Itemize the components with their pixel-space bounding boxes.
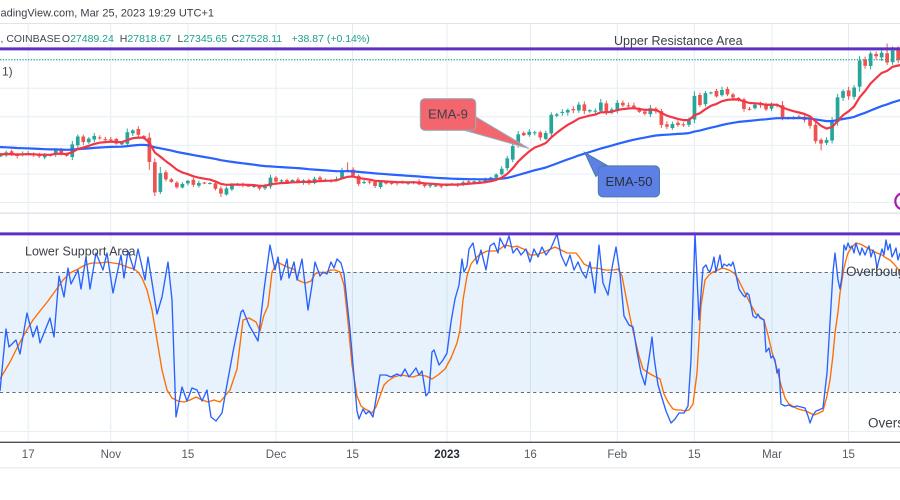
- svg-text:Dec: Dec: [266, 449, 287, 461]
- svg-text:1): 1): [2, 65, 13, 79]
- svg-text:16: 16: [524, 449, 537, 461]
- svg-text:adingView.com, Mar 25, 2023 19: adingView.com, Mar 25, 2023 19:29 UTC+1: [1, 8, 215, 20]
- svg-text:Oversold: Oversold: [868, 416, 900, 431]
- svg-text:Overbought: Overbought: [846, 264, 900, 279]
- svg-text:17: 17: [22, 449, 35, 461]
- svg-text:15: 15: [688, 449, 701, 461]
- svg-text:EMA-50: EMA-50: [606, 174, 653, 189]
- svg-text:15: 15: [842, 449, 855, 461]
- svg-text:EMA-9: EMA-9: [428, 107, 468, 122]
- svg-text:Lower Support Area: Lower Support Area: [25, 245, 136, 259]
- svg-text:15: 15: [346, 449, 359, 461]
- svg-text:Feb: Feb: [607, 449, 627, 461]
- svg-text:2023: 2023: [434, 449, 460, 461]
- svg-text:15: 15: [182, 449, 195, 461]
- svg-text:Nov: Nov: [101, 449, 122, 461]
- svg-text:Mar: Mar: [762, 449, 782, 461]
- svg-text:Upper Resistance Area: Upper Resistance Area: [614, 34, 743, 48]
